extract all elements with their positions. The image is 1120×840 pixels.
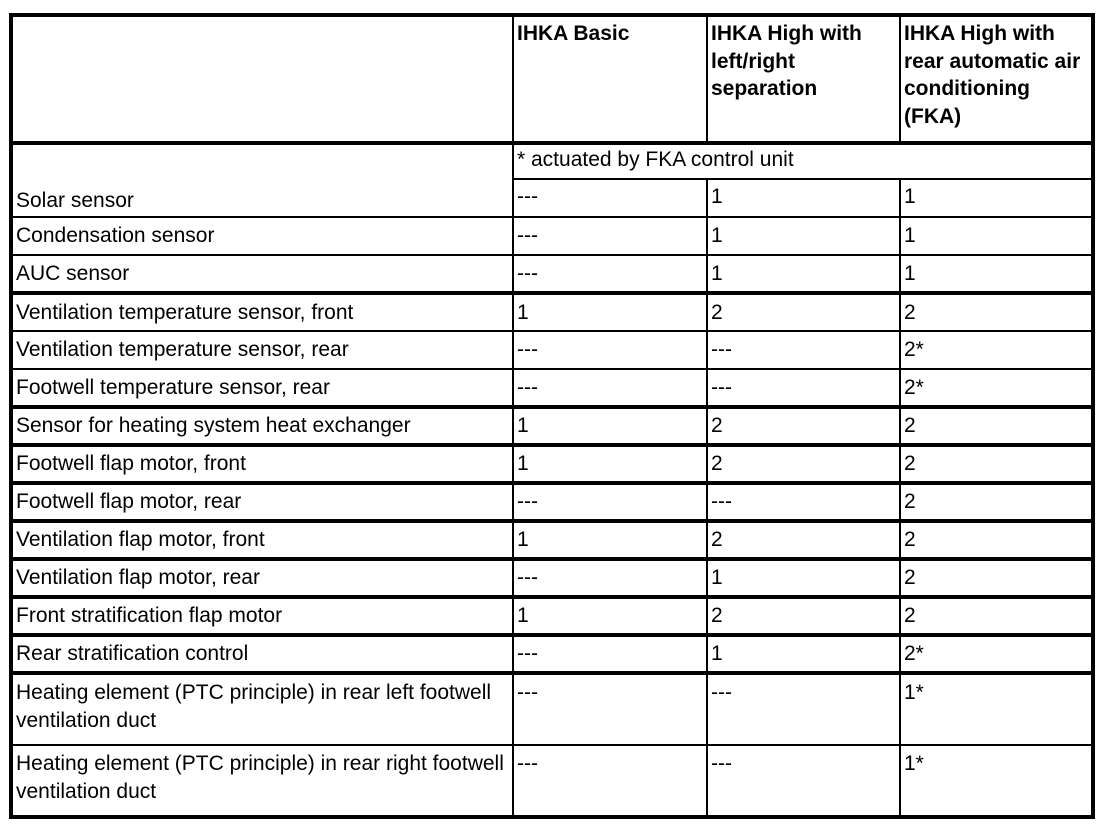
value-cell: 2 — [706, 596, 901, 637]
value-cell: 1 — [706, 558, 901, 599]
value-cell: 2 — [899, 558, 1094, 599]
value-cell: 2 — [899, 292, 1094, 332]
header-cell-empty — [10, 14, 514, 145]
row-label: Footwell temperature sensor, rear — [10, 368, 514, 409]
ihka-equipment-table: IHKA Basic IHKA High with left/right sep… — [9, 13, 1095, 819]
row-label: AUC sensor — [10, 254, 514, 295]
table-row: Sensor for heating system heat exchanger… — [10, 406, 1094, 447]
value-cell: --- — [706, 330, 901, 370]
value-cell: --- — [512, 672, 708, 746]
row-label: Ventilation temperature sensor, front — [10, 292, 514, 332]
value-cell: --- — [706, 482, 901, 523]
table-row: Ventilation flap motor, rear --- 1 2 — [10, 558, 1094, 599]
table-row: Ventilation temperature sensor, rear ---… — [10, 330, 1094, 370]
table-row: AUC sensor --- 1 1 — [10, 254, 1094, 295]
row-label: Sensor for heating system heat exchanger — [10, 406, 514, 447]
header-cell-ihka-high-fka: IHKA High with rear automatic air condit… — [899, 14, 1094, 145]
table-row: Footwell flap motor, rear --- --- 2 — [10, 482, 1094, 523]
footnote-cell: * actuated by FKA control unit — [512, 142, 1094, 180]
value-cell: 2* — [899, 330, 1094, 370]
value-cell: 1 — [512, 444, 708, 485]
value-cell: --- — [706, 744, 901, 818]
table-row: Ventilation flap motor, front 1 2 2 — [10, 520, 1094, 561]
value-cell: 1 — [899, 254, 1094, 295]
value-cell: 2 — [706, 406, 901, 447]
value-cell: 1 — [706, 179, 901, 218]
table-row: Ventilation temperature sensor, front 1 … — [10, 292, 1094, 332]
value-cell: --- — [512, 558, 708, 599]
table-row: Footwell temperature sensor, rear --- --… — [10, 368, 1094, 409]
value-cell: 1* — [899, 744, 1094, 818]
value-cell: --- — [512, 330, 708, 370]
value-cell: 2* — [899, 368, 1094, 409]
row-label: Ventilation flap motor, rear — [10, 558, 514, 599]
row-label: Condensation sensor — [10, 216, 514, 256]
row-label: Ventilation temperature sensor, rear — [10, 330, 514, 370]
value-cell: 2 — [706, 444, 901, 485]
value-cell: 1 — [899, 179, 1094, 218]
header-cell-ihka-high-lr: IHKA High with left/right separation — [706, 14, 901, 145]
table-row-values: --- 1 1 — [11, 179, 1094, 218]
value-cell: 2 — [706, 292, 901, 332]
row-label: Footwell flap motor, front — [10, 444, 514, 485]
row-label: Footwell flap motor, rear — [10, 482, 514, 523]
value-cell: 1 — [512, 292, 708, 332]
value-cell: 1 — [899, 216, 1094, 256]
table-header-row: IHKA Basic IHKA High with left/right sep… — [10, 14, 1094, 145]
value-cell: 2 — [706, 520, 901, 561]
value-cell: 1 — [512, 406, 708, 447]
value-cell: 1 — [512, 520, 708, 561]
table-row: Condensation sensor --- 1 1 — [10, 216, 1094, 256]
value-cell: 2 — [899, 482, 1094, 523]
value-cell: 2 — [899, 596, 1094, 637]
value-cell: --- — [706, 368, 901, 409]
value-cell: 1 — [706, 216, 901, 256]
value-cell: --- — [512, 254, 708, 295]
value-cell: --- — [512, 634, 708, 675]
table-row: Heating element (PTC principle) in rear … — [10, 672, 1094, 746]
value-cell: --- — [512, 179, 708, 218]
value-cell: 2 — [899, 406, 1094, 447]
value-cell: 1 — [512, 596, 708, 637]
value-cell: --- — [512, 744, 708, 818]
row-label: Rear stratification control — [10, 634, 514, 675]
value-cell: 1 — [706, 254, 901, 295]
value-cell: --- — [512, 216, 708, 256]
table-row: Solar sensor * actuated by FKA control u… — [10, 142, 1094, 218]
value-cell: --- — [706, 672, 901, 746]
row-label: Front stratification flap motor — [10, 596, 514, 637]
table-row: Rear stratification control --- 1 2* — [10, 634, 1094, 675]
value-cell: 2 — [899, 520, 1094, 561]
value-cell: --- — [512, 368, 708, 409]
row-label: Heating element (PTC principle) in rear … — [10, 672, 514, 746]
row-label: Heating element (PTC principle) in rear … — [10, 744, 514, 818]
value-cell: 2* — [899, 634, 1094, 675]
value-cell: 1* — [899, 672, 1094, 746]
header-cell-ihka-basic: IHKA Basic — [512, 14, 708, 145]
row-label: Solar sensor — [10, 142, 514, 218]
value-cell: 2 — [899, 444, 1094, 485]
table-row: Heating element (PTC principle) in rear … — [10, 744, 1094, 818]
row-label: Ventilation flap motor, front — [10, 520, 514, 561]
table-row: Front stratification flap motor 1 2 2 — [10, 596, 1094, 637]
value-cell: --- — [512, 482, 708, 523]
table-row: Footwell flap motor, front 1 2 2 — [10, 444, 1094, 485]
value-cell: 1 — [706, 634, 901, 675]
